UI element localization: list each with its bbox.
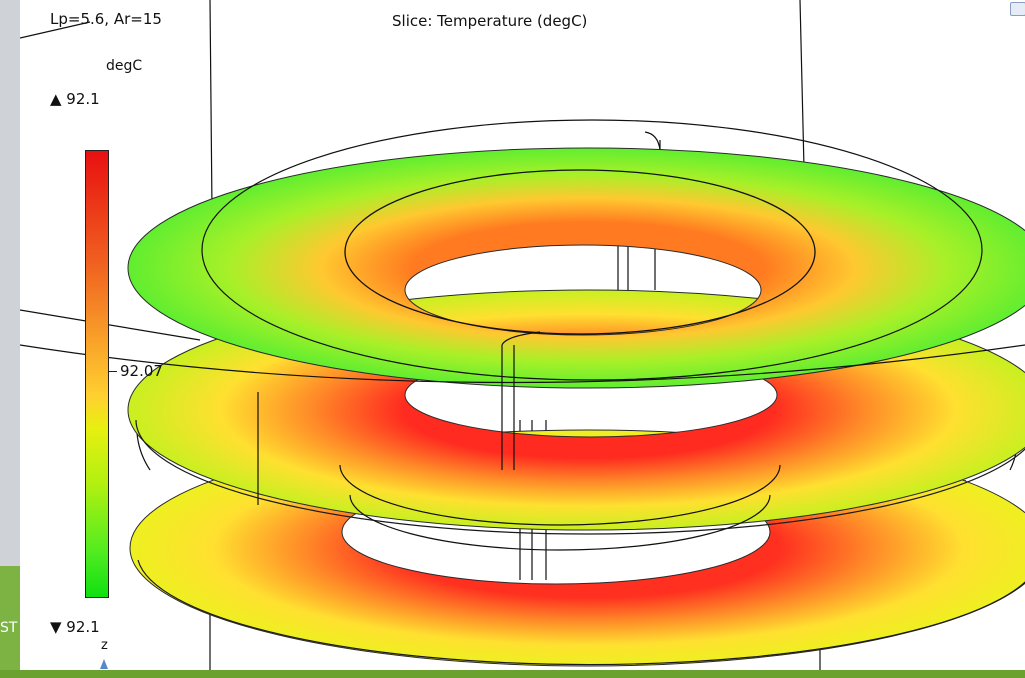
colorbar-legend — [85, 150, 109, 598]
plot-title: Slice: Temperature (degC) — [392, 12, 588, 30]
parameter-label: Lp=5.6, Ar=15 — [50, 10, 162, 28]
colorbar-mid-label: 92.07 — [120, 362, 163, 380]
left-panel-tag: ST — [0, 620, 18, 636]
window-icon[interactable] — [1010, 2, 1025, 16]
colorbar-max-label: ▲ 92.1 — [50, 90, 100, 108]
slice-top — [20, 119, 1025, 389]
axis-z-label: z — [101, 638, 108, 653]
colorbar-min-label: ▼ 92.1 — [50, 618, 100, 636]
colorbar-unit: degC — [106, 58, 143, 74]
geometry-edges-front — [257, 331, 781, 551]
bottom-status-bar — [0, 670, 1025, 678]
left-panel-edge — [0, 0, 20, 678]
colorbar-tick — [109, 371, 117, 372]
3d-plot-area[interactable]: Lp=5.6, Ar=15 Slice: Temperature (degC) … — [20, 0, 1025, 670]
left-panel-green-strip — [0, 566, 20, 678]
slice-plot-svg[interactable] — [20, 0, 1025, 670]
axis-z-arrow-icon — [100, 659, 108, 669]
